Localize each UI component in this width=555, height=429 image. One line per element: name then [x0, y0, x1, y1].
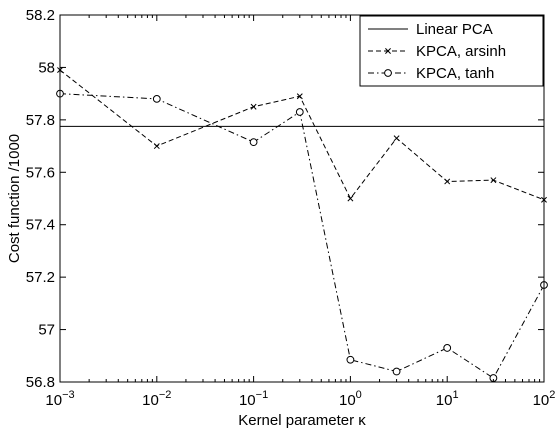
legend-label: Linear PCA: [416, 21, 493, 38]
legend-item-linear-pca: Linear PCA: [368, 21, 493, 38]
x-tick-exponent: −1: [256, 389, 269, 401]
x-tick-label: 10−1: [239, 389, 268, 409]
data-point-kpca-arsinh: [444, 178, 451, 185]
x-marker-stroke: [444, 178, 451, 185]
x-marker-stroke: [153, 143, 160, 150]
y-tick-label: 57.6: [26, 164, 55, 181]
y-tick-label: 58.2: [26, 7, 55, 24]
x-marker-stroke: [347, 195, 354, 202]
axis-tick-labels: 10−3 10−2 10−1 100 101 10256.85757.257.457.65…: [26, 7, 555, 409]
y-axis-label: Cost function /1000: [6, 134, 23, 263]
x-axis-label: Kernel parameter κ: [238, 412, 366, 429]
y-tick-label: 57.2: [26, 269, 55, 286]
data-point-kpca-tanh: [249, 138, 258, 147]
legend-item-kpca-arsinh: KPCA, arsinh: [368, 43, 506, 60]
y-tick-label: 58: [38, 59, 55, 76]
x-tick-label: 100: [339, 389, 362, 409]
y-tick-label: 57.4: [26, 217, 55, 234]
x-marker-stroke: [250, 103, 257, 110]
x-tick-label: 10−3: [45, 389, 74, 409]
x-tick-exponent: −3: [62, 389, 75, 401]
legend: Linear PCA KPCA, arsinh KPCA, tanh: [359, 15, 544, 87]
x-marker-stroke: [393, 135, 400, 142]
x-tick-exponent: 1: [452, 389, 458, 401]
data-point-kpca-arsinh: [153, 143, 160, 150]
data-point-kpca-arsinh: [393, 135, 400, 142]
legend-label: KPCA, arsinh: [416, 43, 506, 60]
x-tick-label: 10−2: [142, 389, 171, 409]
y-tick-label: 56.8: [26, 374, 55, 391]
series-line-kpca-tanh: [59, 93, 545, 379]
data-point-kpca-arsinh: [296, 93, 303, 100]
x-tick-base: 10: [45, 392, 62, 409]
x-tick-label: 101: [436, 389, 459, 409]
data-point-kpca-arsinh: [347, 195, 354, 202]
x-tick-base: 10: [533, 392, 550, 409]
data-point-kpca-tanh: [443, 344, 452, 352]
y-tick-label: 57: [38, 322, 55, 339]
data-point-kpca-tanh: [295, 108, 304, 116]
legend-label: KPCA, tanh: [416, 65, 494, 82]
data-point-kpca-tanh: [346, 355, 355, 364]
series-line-kpca-arsinh: [59, 69, 545, 201]
x-marker-stroke: [385, 48, 391, 54]
legend-item-kpca-tanh: KPCA, tanh: [368, 65, 494, 82]
x-marker-stroke: [296, 93, 303, 100]
data-point-kpca-arsinh: [490, 177, 497, 184]
circle-marker: [384, 69, 392, 77]
x-tick-label: 102: [533, 389, 555, 409]
x-tick-exponent: −2: [159, 389, 172, 401]
x-marker-stroke: [490, 177, 497, 184]
data-point-kpca-tanh: [152, 94, 161, 103]
y-tick-label: 57.8: [26, 112, 55, 129]
data-point-kpca-tanh: [392, 367, 401, 376]
x-marker: [385, 48, 391, 54]
plot-frame: [59, 14, 545, 383]
x-tick-exponent: 2: [549, 389, 555, 401]
x-tick-exponent: 0: [356, 389, 362, 401]
x-tick-base: 10: [142, 392, 159, 409]
x-tick-base: 10: [239, 392, 256, 409]
x-tick-base: 10: [436, 392, 453, 409]
x-tick-base: 10: [339, 392, 356, 409]
data-point-kpca-arsinh: [250, 103, 257, 110]
